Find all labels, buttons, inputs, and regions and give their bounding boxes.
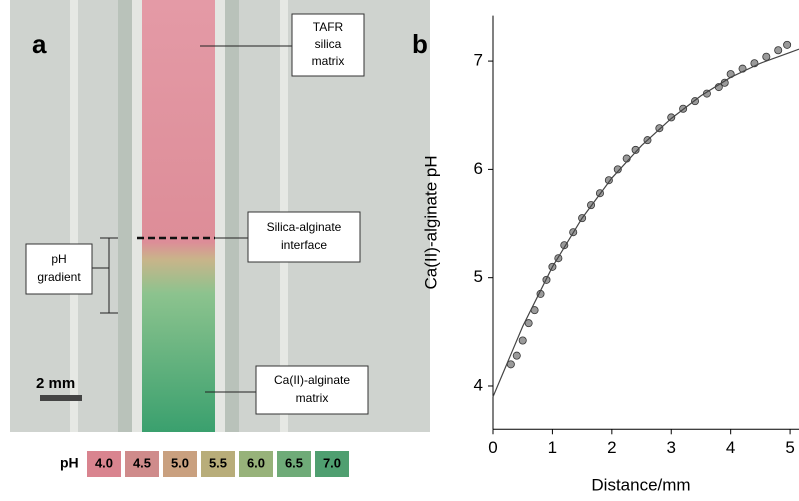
callout-text: matrix	[296, 391, 329, 405]
panel-label: a	[32, 29, 47, 59]
data-point	[512, 351, 521, 360]
data-point	[667, 113, 676, 122]
data-point	[604, 176, 613, 185]
x-tick-label: 3	[667, 438, 676, 457]
data-point	[762, 52, 771, 61]
callout-text: pH	[51, 252, 66, 266]
data-point	[524, 319, 533, 328]
x-tick-label: 0	[488, 438, 497, 457]
ph-swatch-label: 6.0	[247, 455, 265, 470]
x-tick-label: 4	[726, 438, 735, 457]
scale-bar-label: 2 mm	[36, 375, 75, 392]
data-point	[774, 46, 783, 55]
y-tick-label: 4	[474, 375, 483, 394]
x-tick-label: 5	[785, 438, 794, 457]
ph-swatch-label: 6.5	[285, 455, 303, 470]
data-point	[613, 165, 622, 174]
ph-swatch-label: 4.5	[133, 455, 151, 470]
callout-text: Silica-alginate	[267, 220, 342, 234]
ph-swatch	[277, 451, 311, 477]
ph-scale: pH 4.0 4.5 5.0 5.5 6.0 6.5 7.0	[60, 451, 349, 477]
callout-text: gradient	[37, 270, 81, 284]
ph-swatch	[163, 451, 197, 477]
ph-swatch-label: 4.0	[95, 455, 113, 470]
data-point	[783, 40, 792, 49]
chart: 4 5 6 7 0 1 2 3 4 5 Distance/mm Ca(II)-alginate pH b	[412, 15, 799, 494]
ph-swatch	[125, 451, 159, 477]
data-point	[655, 124, 664, 133]
ph-swatch-label: 7.0	[323, 455, 341, 470]
y-tick-label: 5	[474, 267, 483, 286]
ph-swatch	[315, 451, 349, 477]
ph-swatch-label: 5.5	[209, 455, 227, 470]
x-tick-label: 1	[548, 438, 557, 457]
panel-label: b	[412, 29, 428, 59]
ph-swatch	[239, 451, 273, 477]
y-axis-label: Ca(II)-alginate pH	[421, 155, 440, 289]
callout-text: silica	[315, 37, 342, 51]
data-point	[702, 89, 711, 98]
callouts: TAFR silica matrix Silica-alginate inter…	[25, 13, 369, 415]
y-tick-label: 7	[474, 51, 483, 70]
x-axis-label: Distance/mm	[591, 475, 690, 494]
callout-text: Ca(II)-alginate	[274, 373, 350, 387]
data-point	[518, 336, 527, 345]
ph-swatch-label: 5.0	[171, 455, 189, 470]
x-tick-label: 2	[607, 438, 616, 457]
ph-swatch	[201, 451, 235, 477]
callout-text: interface	[281, 238, 327, 252]
y-tick-label: 6	[474, 159, 483, 178]
callout-text: matrix	[312, 54, 345, 68]
fit-line	[492, 48, 799, 398]
ph-scale-title: pH	[60, 455, 79, 471]
data-point	[631, 145, 640, 154]
ph-swatch	[87, 451, 121, 477]
callout-text: TAFR	[313, 20, 344, 34]
